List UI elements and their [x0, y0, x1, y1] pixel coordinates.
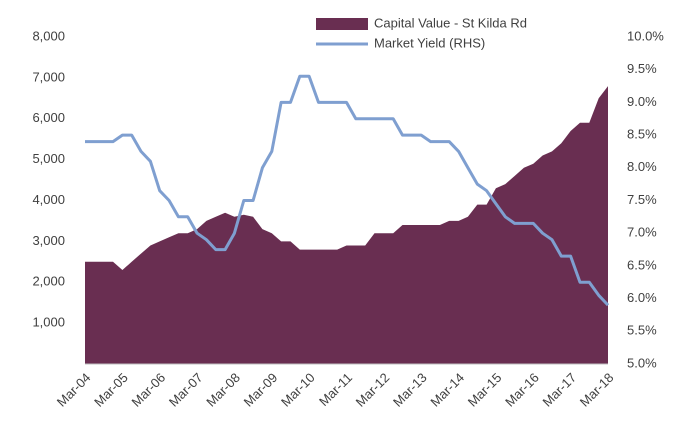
- y2-tick-label: 6.0%: [627, 290, 657, 305]
- y2-tick-label: 9.5%: [627, 61, 657, 76]
- x-tick-label: Mar-11: [316, 370, 355, 409]
- x-tick-label: Mar-14: [427, 370, 467, 410]
- y-tick-label: 7,000: [32, 69, 65, 84]
- area: [85, 86, 608, 364]
- x-tick-label: Mar-06: [129, 370, 169, 410]
- y-tick-label: 5,000: [32, 151, 65, 166]
- legend-label: Market Yield (RHS): [374, 35, 485, 50]
- x-tick-label: Mar-04: [54, 370, 94, 410]
- y2-tick-label: 5.0%: [627, 355, 657, 370]
- y2-tick-label: 6.5%: [627, 257, 657, 272]
- x-tick-label: Mar-08: [203, 370, 243, 410]
- line: [85, 74, 610, 307]
- x-tick-label: Mar-16: [502, 370, 542, 410]
- y-tick-label: 1,000: [32, 315, 65, 330]
- y-tick-label: 3,000: [32, 233, 65, 248]
- y-tick-label: 2,000: [32, 274, 65, 289]
- x-tick-label: Mar-07: [166, 370, 206, 410]
- x-tick-label: Mar-17: [539, 370, 579, 410]
- x-tick-label: Mar-18: [577, 370, 617, 410]
- x-tick-label: Mar-15: [465, 370, 505, 410]
- legend-label: Capital Value - St Kilda Rd: [374, 15, 527, 30]
- y2-tick-label: 9.0%: [627, 94, 657, 109]
- y2-tick-label: 8.5%: [627, 127, 657, 142]
- x-tick-label: Mar-05: [91, 370, 131, 410]
- y2-tick-label: 7.0%: [627, 225, 657, 240]
- y-tick-label: 6,000: [32, 110, 65, 125]
- x-tick-label: Mar-10: [278, 370, 318, 410]
- y-tick-label: 8,000: [32, 28, 65, 43]
- y2-tick-label: 8.0%: [627, 159, 657, 174]
- x-tick-label: Mar-09: [241, 370, 281, 410]
- y2-tick-label: 10.0%: [627, 28, 664, 43]
- y2-tick-label: 5.5%: [627, 323, 657, 338]
- legend-swatch: [316, 18, 368, 30]
- y2-tick-label: 7.5%: [627, 192, 657, 207]
- x-tick-label: Mar-13: [390, 370, 430, 410]
- y-tick-label: 4,000: [32, 192, 65, 207]
- x-tick-label: Mar-12: [353, 370, 393, 410]
